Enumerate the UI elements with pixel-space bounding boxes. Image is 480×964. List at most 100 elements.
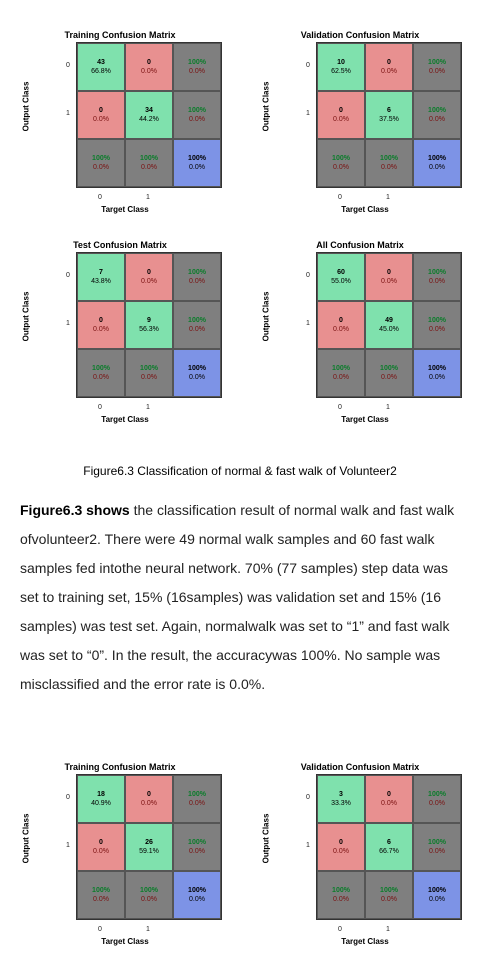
matrix-cell: 0 0.0%: [365, 253, 413, 301]
matrix-cell: 100% 0.0%: [77, 871, 125, 919]
cell-percent: 56.3%: [139, 326, 159, 333]
matrix-cell: 100% 0.0%: [125, 349, 173, 397]
cell-count: 100%: [92, 155, 110, 162]
cell-count: 6: [387, 107, 391, 114]
matrix-cell: 26 59.1%: [125, 823, 173, 871]
matrix-cell: 6 66.7%: [365, 823, 413, 871]
x-tick-label: 0: [98, 404, 102, 411]
cell-percent: 0.0%: [93, 374, 109, 381]
matrix-grid: 60 55.0% 0 0.0% 100% 0.0% 0 0.0% 49 45.0% 100% 0.0%…: [316, 252, 462, 398]
cell-percent: 0.0%: [189, 848, 205, 855]
x-axis-label: Target Class: [341, 415, 389, 424]
cell-percent: 0.0%: [381, 896, 397, 903]
cell-percent: 0.0%: [93, 326, 109, 333]
cell-count: 26: [145, 839, 153, 846]
cell-percent: 0.0%: [141, 896, 157, 903]
x-tick-label: 1: [386, 404, 390, 411]
cell-count: 7: [99, 269, 103, 276]
cell-percent: 0.0%: [141, 800, 157, 807]
matrix-cell: 100% 0.0%: [77, 349, 125, 397]
x-tick-label: 0: [338, 404, 342, 411]
cell-percent: 0.0%: [333, 164, 349, 171]
matrix-cell: 0 0.0%: [77, 91, 125, 139]
y-tick-label: 0: [306, 272, 310, 279]
cell-count: 100%: [428, 365, 446, 372]
cell-count: 100%: [188, 107, 206, 114]
matrix-cell: 100% 0.0%: [413, 823, 461, 871]
cell-count: 100%: [188, 839, 206, 846]
x-axis-label: Target Class: [341, 937, 389, 946]
cell-percent: 0.0%: [93, 896, 109, 903]
cell-percent: 0.0%: [189, 374, 205, 381]
cell-count: 0: [147, 59, 151, 66]
cell-percent: 66.7%: [379, 848, 399, 855]
y-tick-label: 0: [66, 272, 70, 279]
matrix-grid: 10 62.5% 0 0.0% 100% 0.0% 0 0.0% 6 37.5% 100% 0.0% 1…: [316, 42, 462, 188]
x-tick-label: 1: [146, 194, 150, 201]
cell-percent: 0.0%: [189, 896, 205, 903]
cell-percent: 0.0%: [189, 116, 205, 123]
cell-percent: 37.5%: [379, 116, 399, 123]
matrix-cell: 100% 0.0%: [413, 139, 461, 187]
cell-count: 0: [99, 107, 103, 114]
cell-count: 100%: [188, 269, 206, 276]
cell-count: 10: [337, 59, 345, 66]
matrix-cell: 3 33.3%: [317, 775, 365, 823]
matrix-cell: 100% 0.0%: [173, 823, 221, 871]
cell-count: 6: [387, 839, 391, 846]
matrix-cell: 100% 0.0%: [125, 871, 173, 919]
matrix-title: Validation Confusion Matrix: [300, 762, 420, 772]
cell-percent: 0.0%: [381, 164, 397, 171]
matrix-cell: 0 0.0%: [125, 43, 173, 91]
cell-percent: 0.0%: [429, 374, 445, 381]
cell-count: 100%: [380, 887, 398, 894]
cell-count: 100%: [140, 155, 158, 162]
matrix-title: Validation Confusion Matrix: [300, 30, 420, 40]
cell-percent: 0.0%: [93, 164, 109, 171]
matrix-cell: 100% 0.0%: [317, 139, 365, 187]
cell-percent: 33.3%: [331, 800, 351, 807]
matrix-cell: 10 62.5%: [317, 43, 365, 91]
cell-count: 100%: [428, 107, 446, 114]
cell-count: 100%: [140, 365, 158, 372]
cell-count: 0: [339, 839, 343, 846]
cell-percent: 0.0%: [189, 68, 205, 75]
cell-count: 0: [99, 317, 103, 324]
y-tick-label: 0: [306, 62, 310, 69]
cell-percent: 66.8%: [91, 68, 111, 75]
cell-count: 100%: [428, 317, 446, 324]
cell-percent: 40.9%: [91, 800, 111, 807]
matrix-cell: 100% 0.0%: [173, 139, 221, 187]
cell-count: 0: [99, 839, 103, 846]
cell-percent: 59.1%: [139, 848, 159, 855]
x-tick-label: 1: [386, 194, 390, 201]
cell-count: 18: [97, 791, 105, 798]
matrix-cell: 100% 0.0%: [77, 139, 125, 187]
matrix-title: All Confusion Matrix: [316, 240, 404, 250]
cell-count: 100%: [140, 887, 158, 894]
cell-percent: 0.0%: [381, 68, 397, 75]
cell-percent: 0.0%: [429, 326, 445, 333]
confusion-panel-validation-2: Validation Confusion Matrix Output Class T…: [240, 762, 480, 952]
cell-percent: 0.0%: [93, 848, 109, 855]
cell-percent: 0.0%: [429, 896, 445, 903]
y-tick-label: 0: [66, 62, 70, 69]
confusion-panel-test-1: Test Confusion Matrix Output Class Target …: [0, 240, 240, 430]
matrix-cell: 100% 0.0%: [173, 871, 221, 919]
cell-count: 100%: [428, 59, 446, 66]
y-axis-label: Output Class: [21, 813, 31, 864]
cell-percent: 0.0%: [93, 116, 109, 123]
cell-count: 100%: [188, 59, 206, 66]
cell-count: 0: [339, 317, 343, 324]
cell-percent: 0.0%: [189, 164, 205, 171]
cell-percent: 0.0%: [141, 164, 157, 171]
cell-count: 100%: [332, 155, 350, 162]
y-tick-label: 0: [306, 794, 310, 801]
matrix-cell: 100% 0.0%: [413, 91, 461, 139]
cell-count: 0: [147, 269, 151, 276]
cell-count: 100%: [188, 317, 206, 324]
cell-percent: 0.0%: [141, 278, 157, 285]
matrix-cell: 100% 0.0%: [173, 775, 221, 823]
matrix-cell: 100% 0.0%: [413, 871, 461, 919]
cell-count: 100%: [188, 887, 206, 894]
